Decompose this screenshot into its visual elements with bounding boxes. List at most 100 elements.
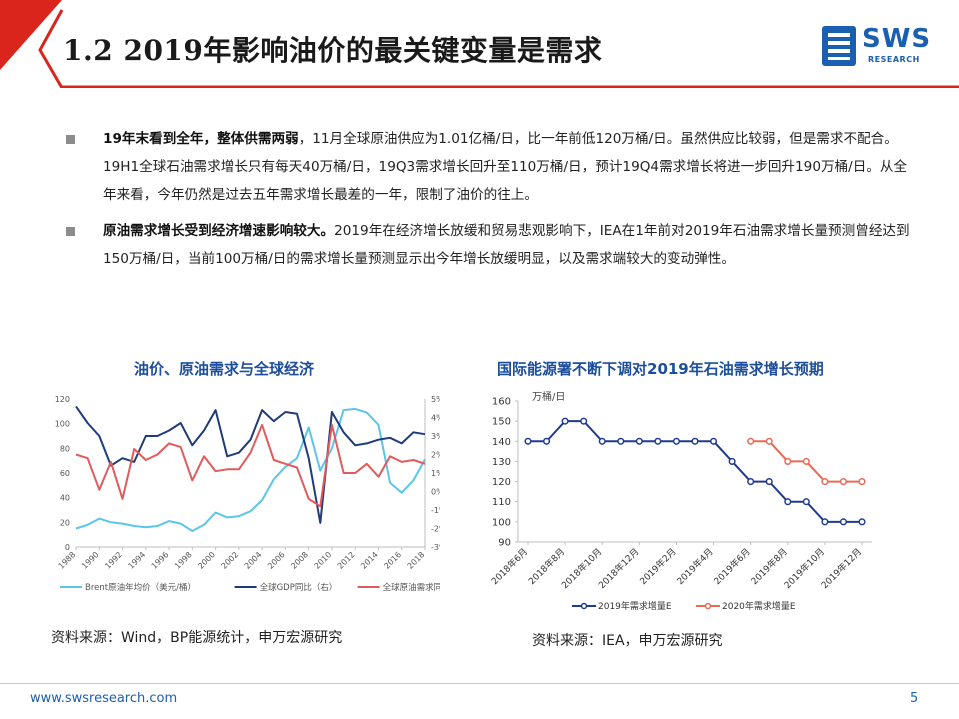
x-tick-label: 2006: [266, 550, 287, 571]
data-point-marker: [839, 478, 847, 486]
y-left-tick-label: 80: [60, 444, 70, 453]
y-right-tick-label: -2%: [431, 525, 440, 534]
left-chart: 0 20 40 60 80 100 120 -3% -2% -1% 0% 1% 2% 3% 4% 5% 1988…: [55, 395, 440, 593]
data-point-marker: [821, 478, 829, 486]
series-line: [75, 423, 426, 508]
x-tick-label: 2008: [289, 550, 310, 571]
y-left-tick-label: 120: [55, 395, 70, 404]
x-tick-label: 1988: [57, 550, 78, 571]
y-right-tick-label: 4%: [431, 414, 440, 423]
data-point-marker: [598, 437, 606, 445]
legend-label: 2020年需求增量E: [722, 600, 796, 612]
footer-divider: [0, 683, 959, 684]
y-axis-unit-label: 万桶/日: [532, 390, 565, 403]
data-point-marker: [524, 437, 532, 445]
x-tick-label: 2018: [406, 550, 427, 571]
sws-logo-icon: [822, 26, 856, 66]
y-tick-label: 120: [492, 477, 511, 488]
data-point-marker: [765, 478, 773, 486]
x-tick-label: 2002: [220, 550, 241, 571]
y-tick-label: 160: [492, 397, 511, 408]
x-tick-label: 2019年2月: [637, 546, 678, 587]
x-tick-label: 2018年6月: [489, 546, 530, 587]
x-tick-label: 1998: [173, 550, 194, 571]
y-tick-label: 140: [492, 437, 511, 448]
legend-label: 全球GDP同比（右）: [260, 582, 338, 593]
header-frame: [0, 0, 959, 88]
series-line: [75, 405, 426, 524]
x-tick-label: 1990: [80, 550, 101, 571]
data-point-marker: [617, 437, 625, 445]
y-right-tick-label: -1%: [431, 506, 440, 515]
data-point-marker: [710, 437, 718, 445]
bullet-item: 原油需求增长受到经济增速影响较大。2019年在经济增长放缓和贸易悲观影响下，IE…: [66, 217, 916, 273]
data-point-marker: [821, 518, 829, 526]
bullet-item: 19年末看到全年，整体供需两弱，11月全球原油供应为1.01亿桶/日，比一年前低…: [66, 125, 916, 209]
x-tick-label: 1996: [150, 550, 171, 571]
data-point-marker: [672, 437, 680, 445]
logo-wordmark: SWS: [862, 24, 932, 54]
data-point-marker: [691, 437, 699, 445]
y-tick-label: 110: [492, 497, 511, 508]
legend-label: 全球原油需求同比（右）: [383, 582, 440, 593]
x-tick-label: 1994: [126, 550, 147, 571]
x-tick-label: 2019年8月: [748, 546, 789, 587]
right-chart: 万桶/日 90 100 110 120 130 140 150 160 2018年6月2018年8…: [489, 390, 872, 612]
data-point-marker: [635, 437, 643, 445]
x-tick-label: 1992: [103, 550, 124, 571]
y-right-tick-label: 2%: [431, 451, 440, 460]
data-point-marker: [839, 518, 847, 526]
bullet-heading: 原油需求增长受到经济增速影响较大。: [103, 223, 335, 239]
bullet-square-icon: [66, 227, 75, 236]
bullet-list: 19年末看到全年，整体供需两弱，11月全球原油供应为1.01亿桶/日，比一年前低…: [66, 125, 916, 281]
data-point-marker: [561, 417, 569, 425]
legend-marker: [704, 602, 712, 610]
x-tick-label: 2016: [382, 550, 403, 571]
series-line: [528, 420, 862, 523]
data-point-marker: [784, 457, 792, 465]
right-chart-title: 国际能源署不断下调对2019年石油需求增长预期: [497, 360, 824, 378]
legend-marker: [580, 602, 588, 610]
data-point-marker: [543, 437, 551, 445]
x-tick-label: 2012: [336, 550, 357, 571]
bullet-text: 2019年在经济增长放缓和贸易悲观影响下，IEA在1年前对2019年石油需求增长…: [103, 223, 910, 267]
y-left-tick-label: 60: [60, 469, 70, 478]
y-right-tick-label: 5%: [431, 395, 440, 404]
data-point-marker: [654, 437, 662, 445]
y-tick-label: 130: [492, 457, 511, 468]
y-left-tick-label: 0: [65, 543, 70, 552]
y-tick-label: 150: [492, 417, 511, 428]
bullet-heading: 19年末看到全年，整体供需两弱: [103, 131, 299, 147]
right-chart-source: 资料来源：IEA，申万宏源研究: [532, 633, 723, 649]
y-right-tick-label: 0%: [431, 488, 440, 497]
bullet-text: ，11月全球原油供应为1.01亿桶/日，比一年前低120万桶/日。虽然供应比较弱…: [103, 131, 908, 203]
page-number: 5: [910, 691, 919, 706]
slide-header: 1.2 2019年影响油价的最关键变量是需求 SWS RESEARCH: [0, 0, 959, 88]
logo-subtitle: RESEARCH: [868, 55, 920, 64]
legend-label: Brent原油年均价（美元/桶）: [85, 582, 196, 593]
series-line: [75, 407, 426, 532]
bullet-square-icon: [66, 135, 75, 144]
data-point-marker: [858, 478, 866, 486]
left-chart-title: 油价、原油需求与全球经济: [134, 360, 315, 378]
x-tick-label: 2014: [359, 550, 380, 571]
x-tick-label: 2018年8月: [526, 546, 567, 587]
data-point-marker: [747, 437, 755, 445]
sws-logo: SWS RESEARCH: [820, 24, 938, 70]
x-tick-label: 2019年12月: [819, 546, 865, 592]
data-point-marker: [802, 457, 810, 465]
y-tick-label: 90: [498, 538, 511, 549]
header-red-chevron: [38, 9, 64, 88]
data-point-marker: [858, 518, 866, 526]
data-point-marker: [580, 417, 588, 425]
data-point-marker: [728, 457, 736, 465]
y-tick-label: 100: [492, 517, 511, 528]
x-tick-label: 2010: [313, 550, 334, 571]
y-right-tick-label: 3%: [431, 432, 440, 441]
footer-url-link[interactable]: www.swsresearch.com: [30, 691, 178, 706]
y-right-tick-label: 1%: [431, 469, 440, 478]
x-tick-label: 2019年4月: [674, 546, 715, 587]
page-title: 1.2 2019年影响油价的最关键变量是需求: [63, 34, 603, 67]
data-point-marker: [784, 498, 792, 506]
x-tick-label: 2000: [196, 550, 217, 571]
